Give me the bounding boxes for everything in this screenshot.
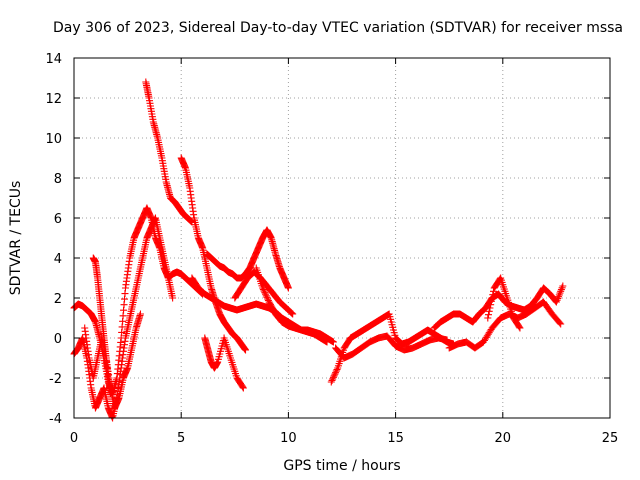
axis-ticks — [73, 57, 611, 419]
data-point — [260, 287, 268, 295]
data-point — [332, 367, 340, 375]
data-point — [555, 291, 563, 299]
data-point — [558, 284, 566, 292]
y-tick-label: 14 — [45, 52, 62, 67]
data-point — [485, 311, 493, 319]
data-point — [515, 323, 523, 331]
data-point — [261, 289, 269, 297]
y-tick-label: 8 — [54, 172, 62, 187]
chart-title: Day 306 of 2023, Sidereal Day-to-day VTE… — [53, 20, 623, 36]
data-point — [554, 294, 562, 302]
series-group — [203, 226, 292, 292]
plot-frame — [73, 57, 611, 419]
data-point — [329, 375, 337, 383]
data-point — [484, 314, 492, 322]
y-tick-label: 0 — [54, 332, 62, 347]
data-point — [169, 294, 177, 302]
data-point — [289, 310, 297, 318]
data-point — [264, 296, 272, 304]
x-tick-label: 10 — [280, 431, 297, 446]
y-tick-label: 2 — [54, 292, 62, 307]
data-point — [559, 282, 567, 290]
data-point — [239, 384, 247, 392]
data-point — [555, 293, 563, 301]
y-tick-label: 6 — [54, 212, 62, 227]
data-point — [329, 373, 337, 381]
data-point — [329, 338, 337, 346]
data-point — [287, 309, 295, 317]
y-tick-label: 4 — [54, 252, 62, 267]
x-axis-label: GPS time / hours — [283, 458, 400, 474]
data-point — [486, 304, 494, 312]
data-point — [331, 370, 339, 378]
x-tick-label: 20 — [495, 431, 512, 446]
data-point — [489, 291, 497, 299]
y-axis-label: SDTVAR / TECUs — [8, 181, 24, 296]
series-group — [81, 310, 144, 412]
data-point — [490, 287, 498, 295]
data-point — [264, 295, 272, 303]
y-tick-label: -4 — [49, 412, 62, 427]
data-point — [263, 293, 271, 301]
series-group — [252, 264, 337, 346]
y-tick-label: 10 — [45, 132, 62, 147]
data-point — [242, 346, 250, 354]
data-point — [488, 294, 496, 302]
data-point — [259, 284, 267, 292]
data-point — [327, 378, 335, 386]
data-point — [284, 284, 292, 292]
data-point — [106, 390, 114, 398]
data-point — [288, 309, 296, 317]
series-group — [89, 254, 114, 398]
series-group — [177, 154, 250, 354]
data-point — [262, 292, 270, 300]
x-tick-labels: 0 5 10 15 20 25 — [70, 431, 618, 446]
data-point — [487, 297, 495, 305]
data-point — [552, 298, 560, 306]
data-point — [259, 286, 267, 294]
series-group — [445, 298, 565, 352]
series-group — [332, 332, 451, 362]
data-points — [70, 78, 567, 422]
x-tick-label: 5 — [177, 431, 185, 446]
data-point — [557, 320, 565, 328]
y-tick-labels: -4 -2 0 2 4 6 8 10 12 14 — [45, 52, 62, 427]
data-point — [487, 301, 495, 309]
data-point — [556, 289, 564, 297]
series-group — [142, 78, 196, 226]
data-point — [328, 376, 336, 384]
series-group — [484, 274, 524, 332]
data-point — [330, 372, 338, 380]
y-tick-label: -2 — [49, 372, 62, 387]
data-point — [332, 369, 340, 377]
grid-lines — [74, 58, 610, 418]
data-point — [262, 290, 270, 298]
y-tick-label: 12 — [45, 92, 62, 107]
data-point — [553, 296, 561, 304]
data-point — [557, 287, 565, 295]
series-group — [201, 334, 247, 392]
data-point — [239, 383, 247, 391]
x-tick-label: 15 — [387, 431, 404, 446]
data-point — [557, 286, 565, 294]
data-point — [556, 319, 564, 327]
data-point — [516, 324, 524, 332]
series-group — [70, 214, 177, 422]
data-point — [485, 307, 493, 315]
x-tick-label: 25 — [602, 431, 619, 446]
data-point — [443, 336, 451, 344]
data-point — [333, 366, 341, 374]
data-point — [136, 310, 144, 318]
x-tick-label: 0 — [70, 431, 78, 446]
